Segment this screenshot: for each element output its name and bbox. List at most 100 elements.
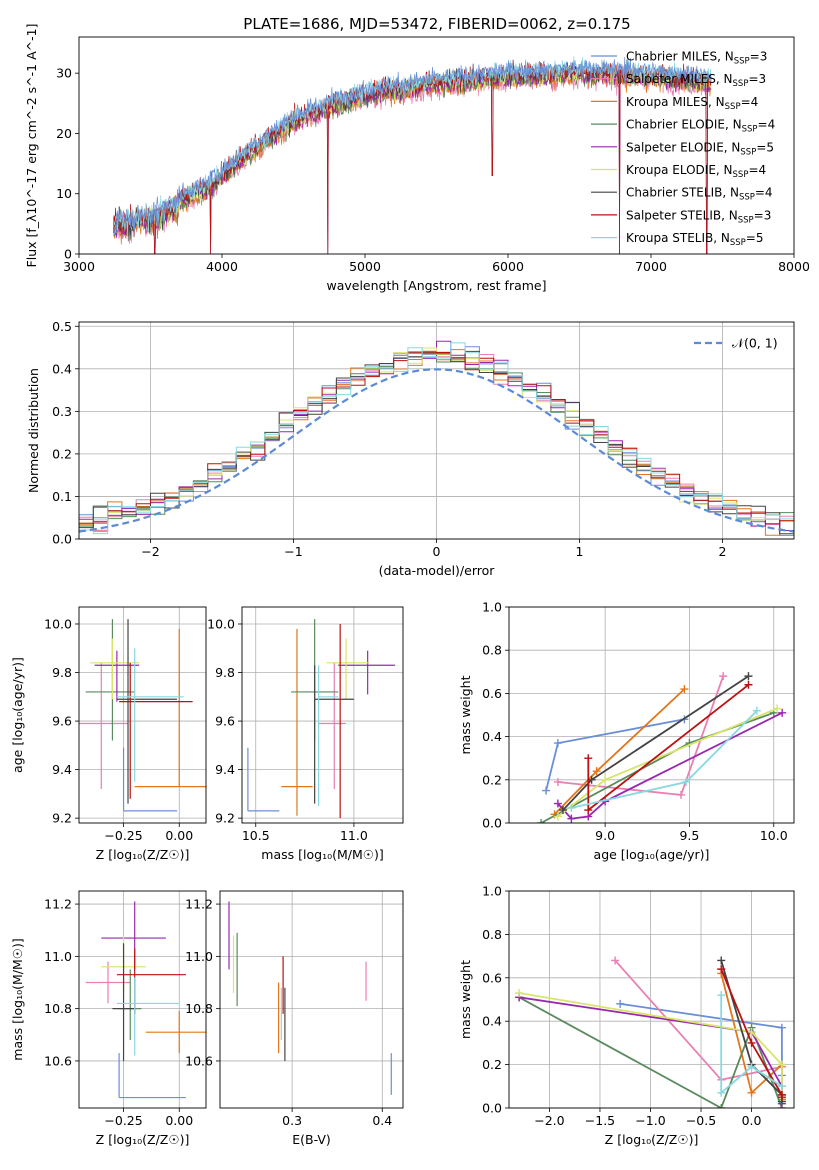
series-marker (677, 790, 686, 799)
y-tick-label: 1.0 (482, 884, 502, 899)
x-tick-label: 5000 (349, 259, 381, 274)
y-tick-label: 0.8 (482, 927, 502, 942)
axes-frame (219, 890, 404, 1109)
legend-label: 𝒩(0, 1) (732, 336, 778, 351)
series-line (553, 688, 686, 816)
x-tick-label: 10.0 (760, 828, 788, 843)
y-tick-label: 9.2 (215, 811, 235, 826)
axes-frame (508, 606, 795, 824)
series-marker (584, 806, 593, 815)
x-tick-label: −0.25 (104, 828, 142, 843)
errorbar-kroupa-elodie (326, 638, 370, 700)
y-tick-label: 10.6 (44, 1053, 72, 1068)
y-tick-label: 9.6 (52, 714, 72, 729)
errorbar-salpeter-miles (85, 961, 131, 1004)
errorbar-kroupa-stelib (317, 665, 339, 807)
series-marker (744, 680, 753, 689)
errorbar-salpeter-elodie (101, 901, 166, 970)
mass_vs_Z-points (85, 901, 206, 1099)
spectrum-legend: Chabrier MILES, NSSP=3 Salpeter MILES, NS… (591, 50, 775, 248)
y-tick-label: 0.6 (482, 970, 502, 985)
y-tick-label: 0.4 (482, 1014, 502, 1029)
axes-frame (78, 606, 207, 824)
x-tick-label: 11.0 (340, 828, 368, 843)
axes-frame (241, 606, 404, 824)
y-tick-label: 0.0 (482, 1101, 502, 1116)
series-marker (777, 1093, 786, 1102)
spectrum-line-chabrier-miles (112, 57, 712, 236)
series-marker (717, 991, 726, 1000)
y-axis-label: mass weight (458, 675, 473, 754)
series-line (557, 675, 725, 796)
y-tick-label: 9.4 (52, 762, 72, 777)
x-tick-label: 2 (719, 544, 727, 559)
y-tick-label: 0.8 (482, 643, 502, 658)
errorbar-salpeter-elodie (338, 650, 396, 695)
age_vs_mass-points (247, 619, 396, 819)
series-marker (717, 1104, 726, 1108)
errorbar-chabrier-miles (118, 1053, 186, 1099)
series-kroupa-miles (550, 685, 689, 819)
series-marker (747, 1062, 756, 1071)
x-axis-label: Z [log₁₀(Z/Z☉)] (96, 847, 190, 862)
y-tick-label: 11.0 (185, 949, 213, 964)
massweight_vs_Z-lines (515, 956, 786, 1108)
errorbar-kroupa-miles (134, 628, 206, 788)
y-tick-label: 0.6 (482, 686, 502, 701)
y-tick-label: 11.0 (44, 949, 72, 964)
errorbar-salpeter-stelib (116, 948, 186, 1014)
series-marker (747, 1028, 756, 1037)
errorbar-salpeter-stelib (119, 662, 193, 799)
y-tick-label: 0 (64, 247, 72, 262)
x-tick-label: 9.0 (595, 828, 615, 843)
y-tick-label: 9.8 (52, 665, 72, 680)
x-tick-label: −1 (284, 544, 302, 559)
series-chabrier-miles (616, 999, 786, 1080)
mass_vs_Z-axes: −0.25 0.00 10.6 10.8 11.0 11.2 Z [log₁₀(Z/Z☉)]… (10, 891, 206, 1147)
series-marker (542, 786, 551, 795)
axes-frame (78, 36, 795, 255)
legend-label: Chabrier ELODIE, NSSP=4 (626, 118, 775, 135)
y-tick-label: 0.3 (52, 404, 72, 419)
errorbar-chabrier-miles (122, 747, 178, 812)
legend-label: Salpeter MILES, NSSP=3 (626, 72, 766, 89)
y-tick-label: 0.0 (482, 816, 502, 831)
y-tick-label: 0.2 (482, 772, 502, 787)
series-kroupa-stelib (717, 991, 786, 1097)
y-tick-label: 0.4 (52, 361, 72, 376)
y-tick-label: 9.8 (215, 665, 235, 680)
errorbar-chabrier-miles (247, 747, 280, 812)
x-tick-label: −2.0 (534, 1113, 564, 1128)
x-axis-label: age [log₁₀(age/yr)] (594, 847, 710, 862)
y-tick-label: 10.0 (207, 616, 235, 631)
axes-frame (508, 890, 795, 1109)
errorbar-kroupa-miles (145, 1011, 206, 1054)
y-tick-label: 1.0 (482, 600, 502, 615)
series-salpeter-stelib (717, 965, 786, 1102)
errorbar-chabrier-stelib (112, 943, 135, 1061)
x-tick-label: −0.5 (686, 1113, 716, 1128)
errorbar-salpeter-elodie (94, 650, 140, 702)
massweight_vs_age-lines (537, 672, 787, 823)
x-tick-label: −1.5 (585, 1113, 615, 1128)
series-salpeter-stelib (584, 680, 753, 815)
y-tick-label: 0.2 (482, 1057, 502, 1072)
errorbar-chabrier-elodie (119, 969, 142, 1041)
series-marker (515, 988, 524, 997)
x-tick-label: 0 (433, 544, 441, 559)
legend-label: Salpeter STELIB, NSSP=3 (626, 208, 771, 225)
x-tick-label: 0.4 (372, 1113, 392, 1128)
series-marker (747, 1088, 756, 1097)
series-marker (584, 754, 593, 763)
legend-label: Chabrier MILES, NSSP=3 (626, 50, 767, 67)
age_vs_Z-axes: −0.25 0.00 9.2 9.4 9.6 9.8 10.0 Z [log₁₀(Z/Z☉)]… (10, 607, 206, 862)
y-tick-label: 0.0 (52, 532, 72, 547)
residual-legend: 𝒩(0, 1) (694, 336, 778, 351)
x-axis-label: Z [log₁₀(Z/Z☉)] (96, 1132, 190, 1147)
errorbar-kroupa-stelib (116, 648, 184, 782)
series-marker (553, 739, 562, 748)
series-marker (717, 965, 726, 974)
series-marker (778, 708, 787, 717)
x-axis-label: mass [log₁₀(M/M☉)] (261, 847, 383, 862)
